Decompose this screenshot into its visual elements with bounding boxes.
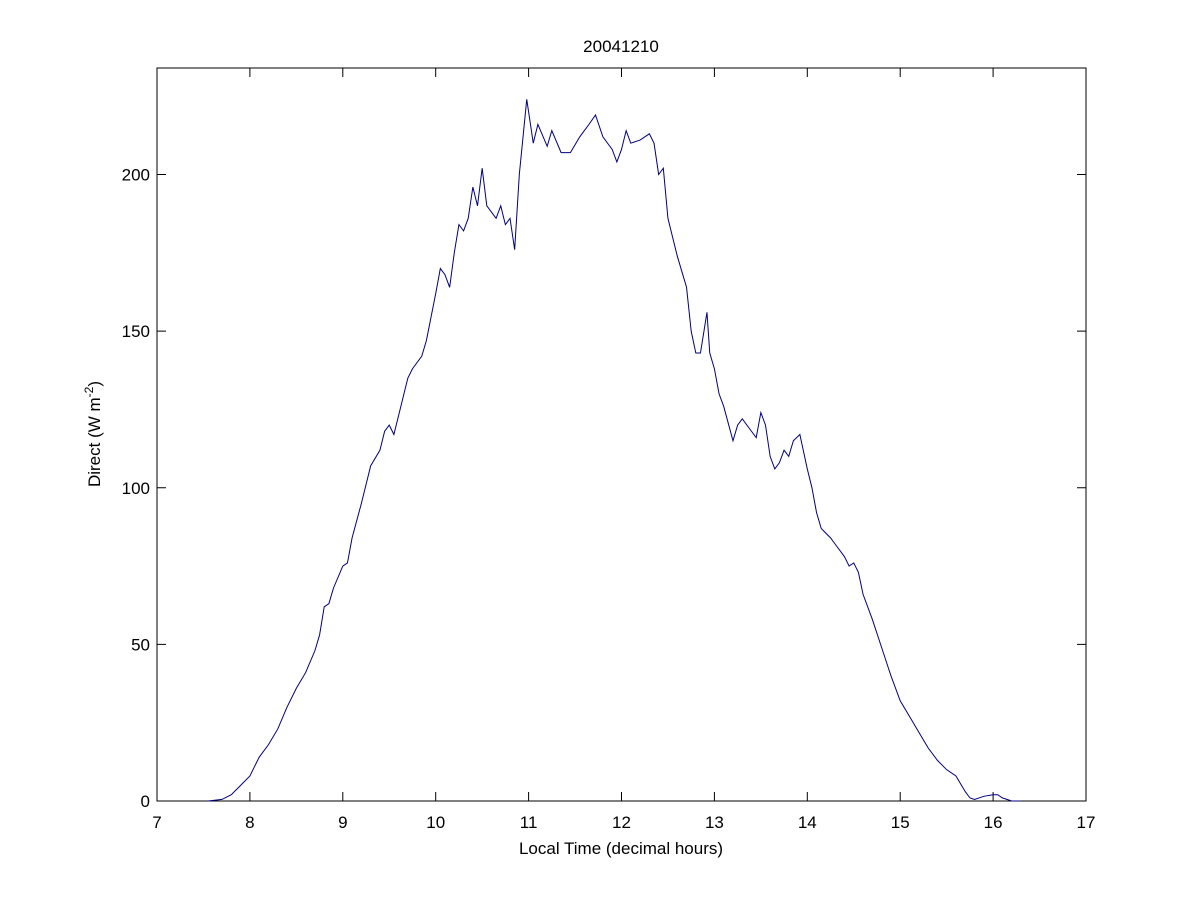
y-label-end: ) [85,381,104,387]
x-tick-label: 7 [152,813,161,832]
x-tick-label: 10 [426,813,445,832]
x-axis-label: Local Time (decimal hours) [519,839,723,858]
y-tick-label: 100 [122,479,150,498]
y-tick-label: 50 [131,635,150,654]
chart-title: 20041210 [583,37,659,56]
x-tick-label: 16 [984,813,1003,832]
y-tick-label: 200 [122,166,150,185]
x-tick-label: 11 [520,813,538,832]
x-tick-label: 17 [1077,813,1096,832]
y-label-sup: -2 [82,386,96,397]
y-tick-label: 150 [122,322,150,341]
x-tick-label: 9 [338,813,347,832]
x-tick-label: 8 [245,813,254,832]
y-label-text: Direct (W m [85,397,104,487]
line-series [208,99,1021,802]
y-axis-label: Direct (W m-2) [82,381,104,487]
y-tick-label: 0 [141,792,150,811]
x-tick-label: 15 [891,813,910,832]
x-tick-label: 14 [798,813,817,832]
x-tick-label: 12 [612,813,631,832]
x-tick-label: 13 [705,813,724,832]
